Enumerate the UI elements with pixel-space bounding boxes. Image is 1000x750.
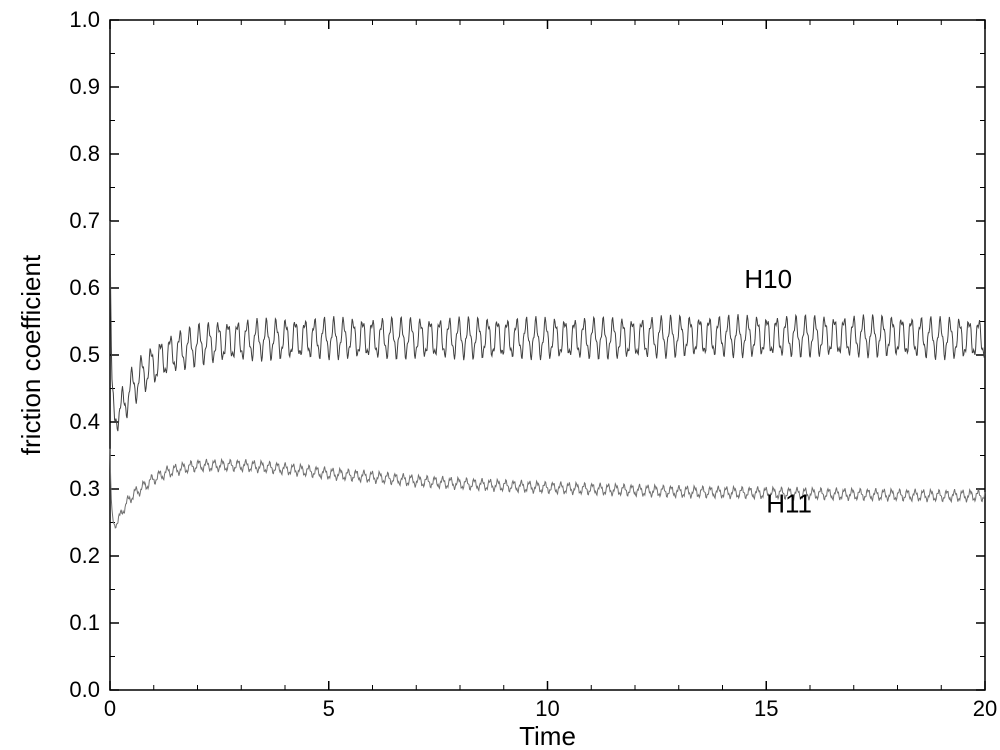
y-tick-label: 0.2 (69, 543, 100, 568)
y-tick-label: 0.5 (69, 342, 100, 367)
series-label-H11: H11 (766, 488, 812, 518)
x-axis-ticks: 0 5 10 15 20 (104, 20, 997, 721)
x-tick-label: 15 (754, 696, 778, 721)
y-tick-label: 0.3 (69, 476, 100, 501)
y-tick-label: 0.4 (69, 409, 100, 434)
y-axis-title: friction coefficient (16, 254, 46, 455)
y-tick-label: 0.6 (69, 275, 100, 300)
x-axis-title: Time (519, 721, 576, 750)
plot-border (110, 20, 985, 690)
x-tick-label: 10 (535, 696, 559, 721)
x-tick-label: 20 (973, 696, 997, 721)
y-tick-label: 0.7 (69, 208, 100, 233)
friction-chart: 0 5 10 15 20 0.0 0.1 0.2 0.3 0.4 0.5 0.6 0.7 0.8 0.9 1… (0, 0, 1000, 750)
y-tick-label: 0.9 (69, 74, 100, 99)
chart-container: 0 5 10 15 20 0.0 0.1 0.2 0.3 0.4 0.5 0.6 0.7 0.8 0.9 1… (0, 0, 1000, 750)
y-axis-ticks: 0.0 0.1 0.2 0.3 0.4 0.5 0.6 0.7 0.8 0.9 1.0 (69, 7, 985, 702)
y-tick-label: 1.0 (69, 7, 100, 32)
series-label-H10: H10 (744, 264, 792, 294)
series-group (110, 221, 985, 528)
series-annotations: H10 H11 (744, 264, 812, 518)
series-H10 (110, 221, 985, 431)
y-tick-label: 0.8 (69, 141, 100, 166)
x-tick-label: 5 (323, 696, 335, 721)
x-tick-label: 0 (104, 696, 116, 721)
y-tick-label: 0.0 (69, 677, 100, 702)
y-tick-label: 0.1 (69, 610, 100, 635)
series-H11 (110, 449, 985, 528)
